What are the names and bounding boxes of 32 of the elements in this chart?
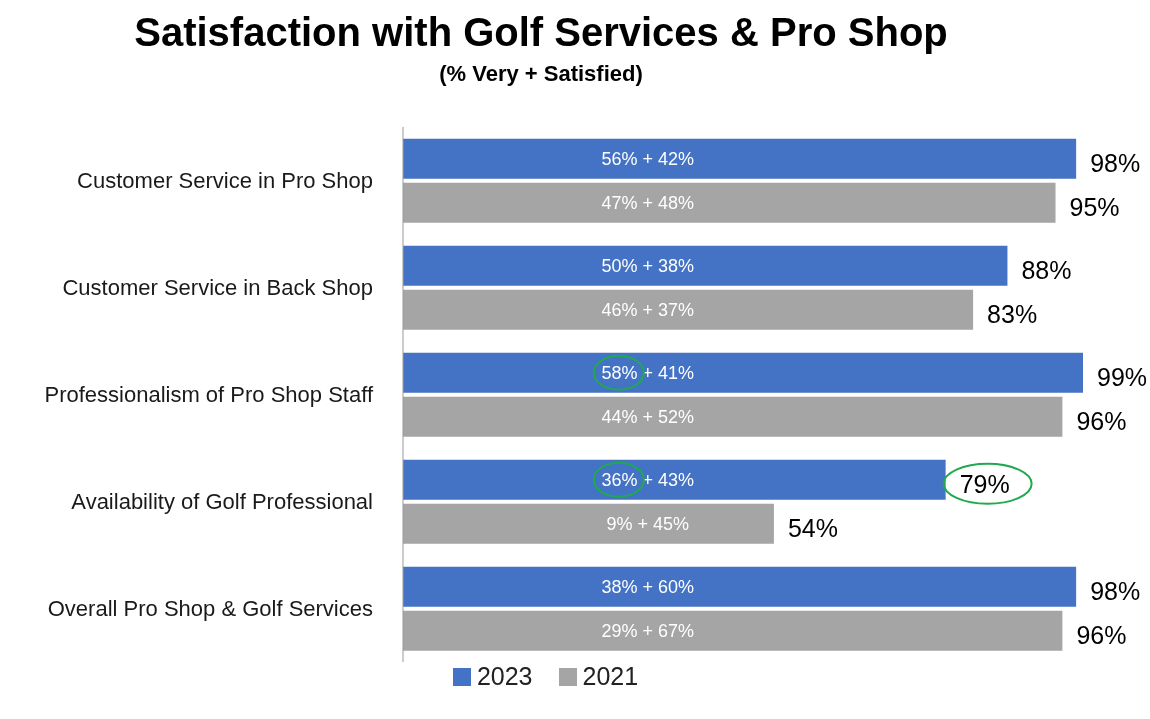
bar <box>403 352 1083 393</box>
bar <box>403 566 1077 607</box>
data-label: 98% <box>1090 576 1141 605</box>
annotation: 56% + 42% <box>601 148 695 169</box>
bar <box>403 459 946 500</box>
annotation: 44% + 52% <box>601 406 695 427</box>
data-label: 79% <box>959 469 1010 498</box>
data-label: 96% <box>1076 620 1127 649</box>
legend-label: 2023 <box>475 662 533 691</box>
data-label: 83% <box>987 299 1038 328</box>
bar <box>403 245 1008 286</box>
annotation: 46% + 37% <box>601 299 695 320</box>
data-label: 95% <box>1069 192 1120 221</box>
data-label: 96% <box>1076 406 1127 435</box>
annotation: 38% + 60% <box>601 576 695 597</box>
annotation: 50% + 38% <box>601 255 695 276</box>
y-tick-label: Professionalism of Pro Shop Staff <box>44 382 374 408</box>
y-tick-label: Availability of Golf Professional <box>71 489 373 515</box>
bar <box>403 138 1077 179</box>
data-label: 98% <box>1090 148 1141 177</box>
legend-label: 2021 <box>581 662 639 691</box>
data-label: 88% <box>1021 255 1072 284</box>
annotation: 29% + 67% <box>601 620 695 641</box>
data-label: 99% <box>1097 362 1148 391</box>
chart-subtitle: (% Very + Satisfied) <box>438 61 644 87</box>
annotation: 9% + 45% <box>606 513 690 534</box>
data-label: 54% <box>787 513 838 542</box>
y-tick-label: Customer Service in Pro Shop <box>77 168 373 194</box>
y-tick-label: Overall Pro Shop & Golf Services <box>47 596 373 622</box>
y-tick-label: Customer Service in Back Shop <box>62 275 373 301</box>
chart-title: Satisfaction with Golf Services & Pro Shop <box>133 10 949 55</box>
annotation: 47% + 48% <box>601 192 695 213</box>
